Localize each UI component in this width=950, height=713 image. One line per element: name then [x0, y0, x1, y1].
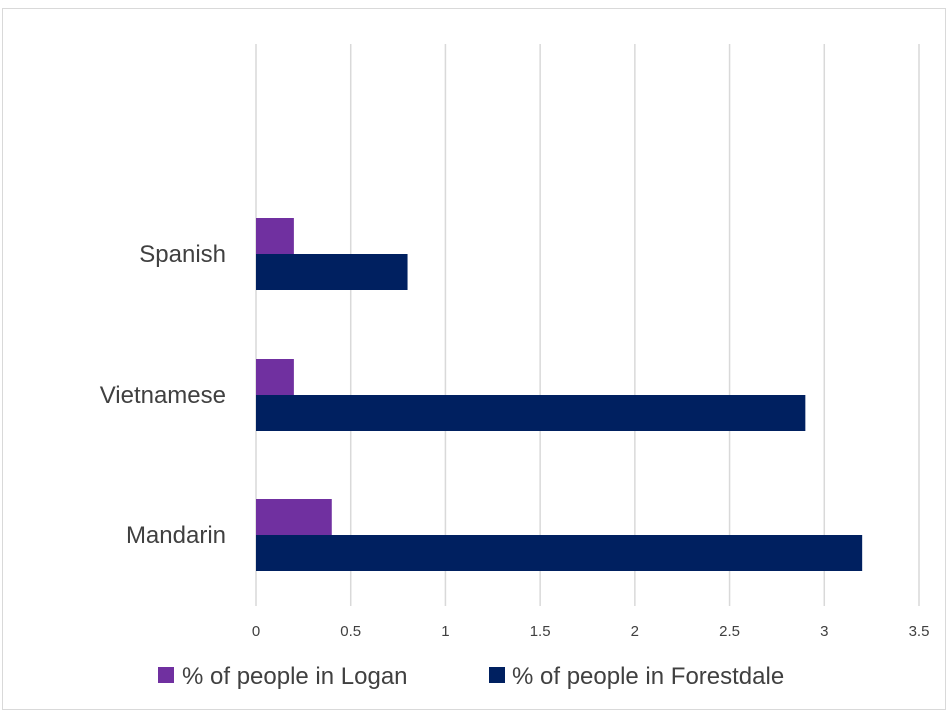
- x-tick-label: 3.5: [909, 623, 930, 640]
- category-label: Vietnamese: [100, 382, 226, 409]
- x-tick-label: 2: [631, 623, 639, 640]
- bar-vietnamese-series-1: [256, 359, 294, 395]
- category-labels: Spanish Vietnamese Mandarin: [100, 241, 226, 549]
- gridlines: [255, 44, 920, 606]
- legend-label-logan: % of people in Logan: [182, 663, 408, 690]
- bar-mandarin-series-2: [256, 535, 863, 571]
- x-tick-label: 0.5: [340, 623, 361, 640]
- chart-frame: [2, 8, 946, 710]
- legend-swatch-logan: [158, 667, 174, 683]
- category-label: Spanish: [139, 241, 226, 268]
- legend: % of people in Logan % of people in Fore…: [158, 663, 784, 690]
- x-tick-label: 2.5: [719, 623, 740, 640]
- legend-label-forestdale: % of people in Forestdale: [512, 663, 784, 690]
- x-tick-labels: 0 0.5 1 1.5 2 2.5 3 3.5: [252, 623, 930, 640]
- bars: [256, 218, 863, 571]
- bar-vietnamese-series-2: [256, 395, 806, 431]
- bar-spanish-series-2: [256, 254, 408, 290]
- x-tick-label: 0: [252, 623, 260, 640]
- bar-mandarin-series-1: [256, 499, 332, 535]
- legend-swatch-forestdale: [489, 667, 505, 683]
- x-tick-label: 1: [441, 623, 449, 640]
- x-tick-label: 1.5: [530, 623, 551, 640]
- category-label: Mandarin: [126, 522, 226, 549]
- bar-spanish-series-1: [256, 218, 294, 254]
- x-tick-label: 3: [820, 623, 828, 640]
